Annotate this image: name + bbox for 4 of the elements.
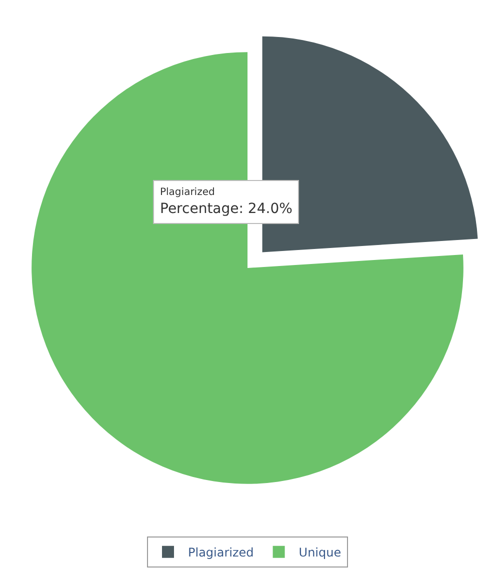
text: Percentage: 24.0% <box>160 201 292 218</box>
legend-label: Plagiarized <box>188 546 254 560</box>
legend-label: Unique <box>298 546 342 560</box>
text: Plagiarized <box>160 187 215 198</box>
